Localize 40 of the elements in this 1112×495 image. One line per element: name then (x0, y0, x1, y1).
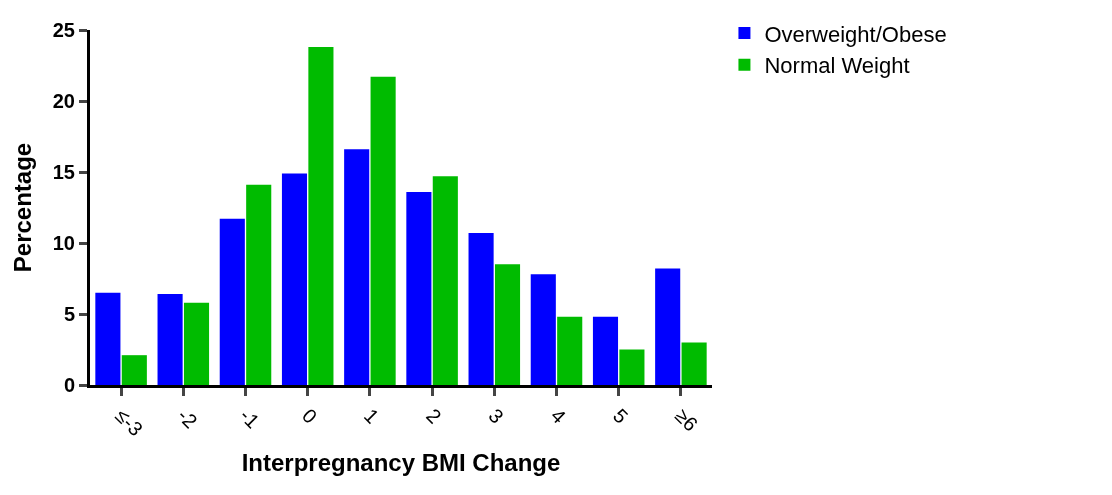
bar (557, 316, 583, 385)
y-axis-title: Percentage (8, 142, 36, 273)
bar (219, 218, 245, 385)
x-tick-label: 1 (360, 404, 384, 428)
y-tick-label: 0 (63, 374, 75, 396)
bar (494, 264, 521, 385)
bar (370, 76, 396, 385)
x-tick-label: 3 (484, 404, 508, 428)
bar (530, 274, 556, 385)
x-tick-label: ≥6 (671, 404, 703, 436)
x-tick-label: -2 (173, 404, 202, 433)
bar (406, 191, 432, 385)
bar (592, 316, 619, 385)
bar (281, 173, 308, 385)
bar (655, 268, 681, 385)
bar (432, 176, 458, 385)
x-tick-label: 2 (422, 404, 446, 428)
bar (308, 47, 334, 385)
y-tick-label: 15 (52, 161, 75, 183)
x-tick-label: -1 (235, 404, 264, 433)
x-tick-label: 5 (608, 404, 633, 428)
bar (95, 292, 121, 385)
bar (468, 233, 494, 385)
x-tick-label: 0 (297, 404, 322, 428)
x-axis-title: Interpregnancy BMI Change (241, 448, 561, 476)
bar (157, 294, 183, 385)
x-tick-label: ≤-3 (111, 404, 148, 441)
legend-label: Normal Weight (764, 53, 910, 79)
bar (121, 355, 147, 385)
y-tick-label: 10 (52, 232, 75, 254)
bar (183, 302, 210, 385)
y-tick-label: 25 (52, 19, 75, 41)
bar (344, 149, 370, 385)
x-tick-label: 4 (546, 404, 571, 428)
legend-label: Overweight/Obese (764, 21, 947, 47)
bar (681, 342, 707, 385)
y-tick-label: 5 (63, 303, 75, 325)
y-tick-label: 20 (52, 90, 75, 112)
bar (246, 184, 272, 385)
bar (619, 349, 645, 385)
